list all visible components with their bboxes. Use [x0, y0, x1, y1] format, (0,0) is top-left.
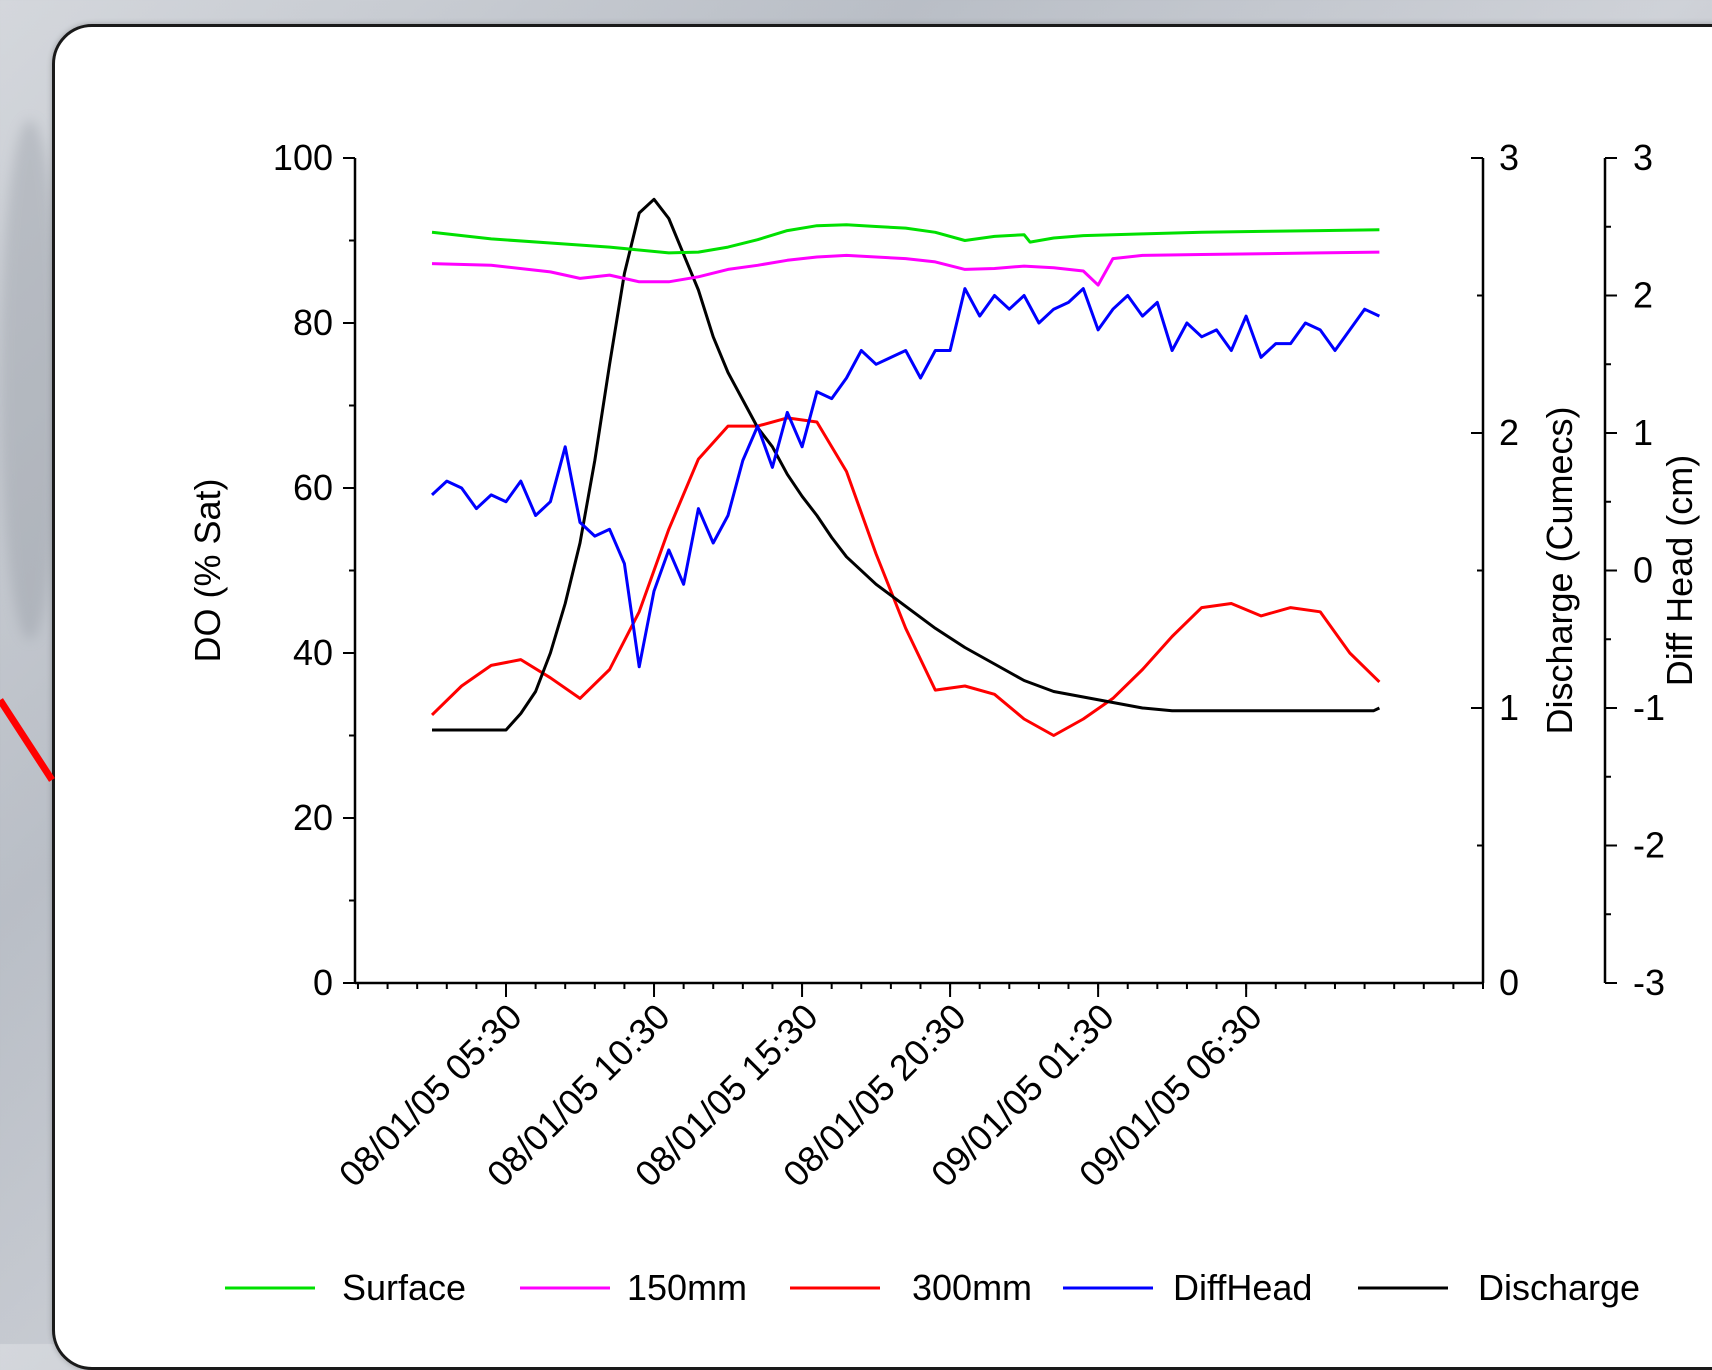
series-line-150mm	[431, 250, 1380, 287]
right-axis-2-tick-label: -1	[1633, 687, 1665, 728]
right-axis-1-tick-label: 2	[1499, 412, 1519, 453]
legend-label: Discharge	[1478, 1267, 1640, 1308]
right-axis-1-tick-label: 0	[1499, 962, 1519, 1003]
chart-series	[430, 197, 1381, 737]
left-axis-tick-label: 60	[293, 467, 333, 508]
series-line-diffhead	[430, 287, 1381, 669]
background-streak	[0, 120, 60, 640]
series-line-surface	[431, 223, 1380, 255]
right-axis-1-tick-label: 1	[1499, 687, 1519, 728]
chart-legend: Surface 150mm 300mm DiffHead Discharge	[225, 1267, 1640, 1308]
right-axis-2-tick-label: 1	[1633, 412, 1653, 453]
right-axis-2-tick-label: 2	[1633, 275, 1653, 316]
right-axis-1-label: Discharge (Cumecs)	[1539, 406, 1580, 734]
legend-label: 300mm	[912, 1267, 1032, 1308]
legend-label: Surface	[342, 1267, 466, 1308]
background-red-line	[0, 698, 55, 782]
right-axis-2-tick-label: -3	[1633, 962, 1665, 1003]
right-axis-2-tick-label: 3	[1633, 137, 1653, 178]
legend-label: 150mm	[627, 1267, 747, 1308]
left-axis-tick-label: 80	[293, 302, 333, 343]
right-axis-2-tick-label: -2	[1633, 825, 1665, 866]
left-axis-label: DO (% Sat)	[187, 478, 228, 662]
right-axis-2-tick-label: 0	[1633, 550, 1653, 591]
chart-card	[52, 24, 1712, 1370]
left-axis-tick-label: 100	[273, 137, 333, 178]
left-axis-tick-label: 0	[313, 962, 333, 1003]
right-axis-1-tick-label: 3	[1499, 137, 1519, 178]
right-axis-2-label: Diff Head (cm)	[1659, 455, 1700, 686]
left-axis-tick-label: 20	[293, 797, 333, 838]
series-line-discharge	[432, 197, 1381, 732]
series-line-300mm	[430, 416, 1381, 737]
legend-label: DiffHead	[1173, 1267, 1312, 1308]
left-axis-tick-label: 40	[293, 632, 333, 673]
